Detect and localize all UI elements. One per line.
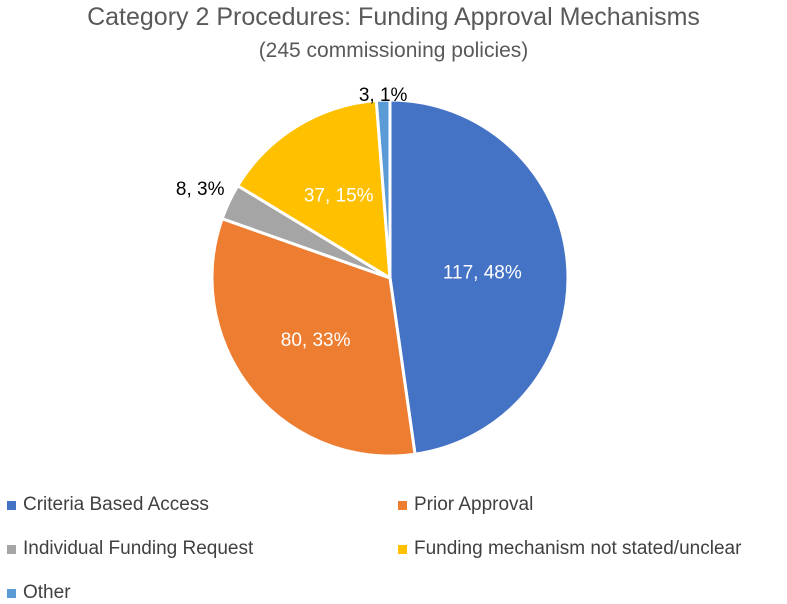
legend-swatch (7, 588, 16, 598)
legend-item-criteria-based-access: Criteria Based Access (7, 494, 209, 516)
legend-label: Criteria Based Access (23, 494, 209, 515)
legend-swatch (7, 544, 16, 554)
legend-swatch (398, 500, 407, 510)
legend-item-funding-mechanism-not-stated-unclear: Funding mechanism not stated/unclear (398, 538, 741, 560)
data-label-criteria-based-access: 117, 48% (443, 262, 522, 283)
pie-slice-prior-approval (210, 217, 417, 458)
legend-label: Other (23, 582, 71, 603)
pie-slice-criteria-based-access (388, 98, 570, 456)
legend-swatch (398, 544, 407, 554)
chart-title: Category 2 Procedures: Funding Approval … (87, 3, 700, 31)
legend-item-prior-approval: Prior Approval (398, 494, 533, 516)
legend-item-other: Other (7, 582, 71, 604)
legend-label: Prior Approval (414, 494, 534, 515)
data-label-other: 3, 1% (359, 85, 408, 106)
pie-slice-other (374, 98, 392, 280)
legend-swatch (7, 500, 16, 510)
data-label-individual-funding-request: 8, 3% (176, 179, 225, 200)
data-label-prior-approval: 80, 33% (281, 330, 351, 351)
chart-subtitle: (245 commissioning policies) (258, 39, 529, 62)
data-label-funding-mechanism-not-stated-unclear: 37, 15% (304, 186, 374, 207)
legend-label: Individual Funding Request (23, 538, 254, 559)
legend-label: Funding mechanism not stated/unclear (414, 538, 742, 559)
legend-item-individual-funding-request: Individual Funding Request (7, 538, 253, 560)
pie-slice-funding-mechanism-not-stated-unclear (236, 99, 392, 280)
